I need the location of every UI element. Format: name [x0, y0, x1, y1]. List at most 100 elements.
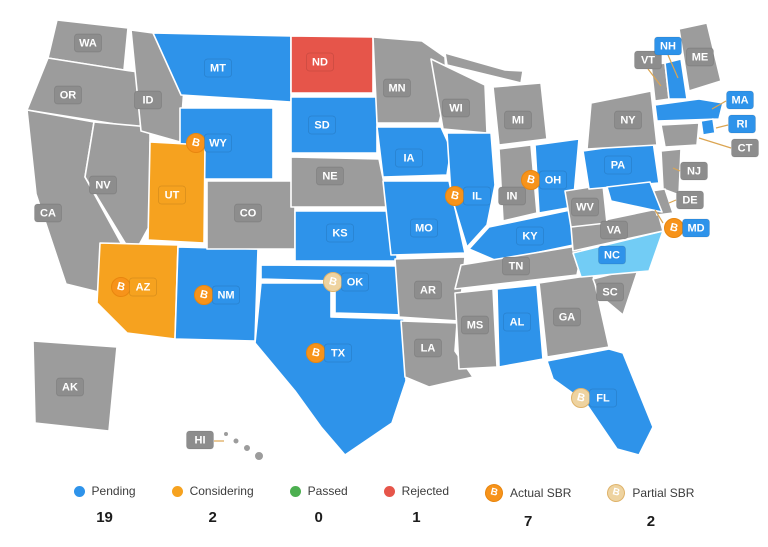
svg-text:SC: SC	[602, 287, 617, 299]
state-badge-MS[interactable]: MS	[461, 315, 489, 335]
legend-item-passed: Passed 0	[289, 484, 348, 526]
svg-text:LA: LA	[421, 343, 436, 355]
legend-count: 19	[96, 509, 113, 526]
state-badge-TX[interactable]: TX	[324, 343, 352, 363]
state-badge-NE[interactable]: NE	[316, 166, 344, 186]
state-badge-FL[interactable]: FL	[589, 388, 617, 408]
state-badge-OK[interactable]: OK	[341, 272, 369, 292]
partial-sbr-coin-icon: B	[605, 482, 628, 504]
legend-label: Partial SBR	[632, 486, 695, 500]
svg-text:MS: MS	[467, 320, 484, 332]
state-badge-CA[interactable]: CA	[34, 203, 62, 223]
state-CT[interactable]	[660, 122, 700, 148]
state-badge-DE[interactable]: DE	[676, 190, 704, 210]
state-badge-NH[interactable]: NH	[654, 36, 682, 56]
legend-label: Pending	[91, 484, 136, 498]
state-badge-WA[interactable]: WA	[74, 33, 102, 53]
state-badge-MD[interactable]: MD	[682, 218, 710, 238]
state-badge-MI[interactable]: MI	[504, 110, 532, 130]
legend-label: Considering	[189, 484, 254, 498]
legend-item-considering: Considering 2	[171, 484, 254, 526]
svg-text:TX: TX	[331, 348, 346, 360]
state-badge-HI[interactable]: HI	[186, 430, 214, 450]
state-badge-MN[interactable]: MN	[383, 78, 411, 98]
state-badge-VT[interactable]: VT	[634, 50, 662, 70]
state-badge-OH[interactable]: OH	[539, 170, 567, 190]
svg-text:OK: OK	[347, 277, 364, 289]
svg-text:WI: WI	[449, 103, 462, 115]
state-badge-ND[interactable]: ND	[306, 52, 334, 72]
state-badge-NJ[interactable]: NJ	[680, 161, 708, 181]
state-MO[interactable]	[382, 180, 466, 256]
svg-text:VA: VA	[607, 225, 622, 237]
state-badge-MO[interactable]: MO	[410, 218, 438, 238]
state-callout-line	[668, 199, 677, 204]
state-badge-NV[interactable]: NV	[89, 175, 117, 195]
state-badge-SD[interactable]: SD	[308, 115, 336, 135]
state-badge-AL[interactable]: AL	[503, 312, 531, 332]
state-MD[interactable]	[606, 181, 663, 213]
state-badge-SC[interactable]: SC	[596, 282, 624, 302]
legend-item-pending: Pending 19	[73, 484, 136, 526]
svg-text:MO: MO	[415, 223, 433, 235]
state-RI[interactable]	[700, 118, 716, 136]
state-badge-OR[interactable]: OR	[54, 85, 82, 105]
legend-label: Rejected	[401, 484, 450, 498]
legend-label: Passed	[307, 484, 348, 498]
svg-text:VT: VT	[641, 55, 655, 67]
legend-count: 0	[314, 509, 323, 526]
actual-sbr-bitcoin-icon-WY: B	[186, 133, 206, 153]
legend-item-rejected: Rejected 1	[383, 484, 450, 526]
state-badge-IN[interactable]: IN	[498, 186, 526, 206]
svg-text:MA: MA	[731, 95, 748, 107]
state-MA[interactable]	[654, 98, 724, 122]
state-badge-AK[interactable]: AK	[56, 377, 84, 397]
legend-count: 1	[412, 509, 421, 526]
state-NH[interactable]	[664, 58, 688, 100]
state-badge-ME[interactable]: ME	[686, 47, 714, 67]
state-badge-TN[interactable]: TN	[502, 256, 530, 276]
state-badge-CO[interactable]: CO	[234, 203, 262, 223]
state-badge-WY[interactable]: WY	[204, 133, 232, 153]
state-badge-IL[interactable]: IL	[463, 186, 491, 206]
state-callout-line	[647, 68, 662, 87]
state-badge-AR[interactable]: AR	[414, 280, 442, 300]
state-badge-MT[interactable]: MT	[204, 58, 232, 78]
state-badge-GA[interactable]: GA	[553, 307, 581, 327]
state-HI-island[interactable]	[254, 451, 264, 461]
state-badge-KS[interactable]: KS	[326, 223, 354, 243]
state-badge-PA[interactable]: PA	[604, 155, 632, 175]
svg-text:CT: CT	[738, 143, 753, 155]
svg-text:GA: GA	[559, 312, 576, 324]
state-badge-RI[interactable]: RI	[728, 114, 756, 134]
state-badge-AZ[interactable]: AZ	[129, 277, 157, 297]
state-badge-NM[interactable]: NM	[212, 285, 240, 305]
state-HI-island[interactable]	[232, 437, 240, 445]
state-badge-ID[interactable]: ID	[134, 90, 162, 110]
state-badge-CT[interactable]: CT	[731, 138, 759, 158]
state-badge-NC[interactable]: NC	[598, 245, 626, 265]
state-badge-UT[interactable]: UT	[158, 185, 186, 205]
state-HI-island[interactable]	[243, 444, 251, 452]
state-badge-IA[interactable]: IA	[395, 148, 423, 168]
actual-sbr-bitcoin-icon-IL: B	[445, 186, 465, 206]
state-TX[interactable]	[254, 282, 407, 456]
partial-sbr-bitcoin-icon-OK: B	[323, 272, 343, 292]
svg-text:IN: IN	[507, 191, 518, 203]
rejected-dot-icon	[383, 485, 395, 497]
state-HI-island[interactable]	[223, 431, 229, 437]
state-badge-NY[interactable]: NY	[614, 110, 642, 130]
svg-text:OR: OR	[60, 90, 77, 102]
state-badge-VA[interactable]: VA	[600, 220, 628, 240]
state-badge-LA[interactable]: LA	[414, 338, 442, 358]
state-badge-MA[interactable]: MA	[726, 90, 754, 110]
svg-text:WY: WY	[209, 138, 227, 150]
state-NJ[interactable]	[660, 148, 682, 196]
svg-text:WA: WA	[79, 38, 97, 50]
state-badge-WI[interactable]: WI	[442, 98, 470, 118]
svg-text:DE: DE	[682, 195, 697, 207]
legend-count: 2	[208, 509, 217, 526]
state-badge-WV[interactable]: WV	[571, 197, 599, 217]
actual-sbr-bitcoin-icon-OH: B	[521, 170, 541, 190]
state-badge-KY[interactable]: KY	[516, 226, 544, 246]
